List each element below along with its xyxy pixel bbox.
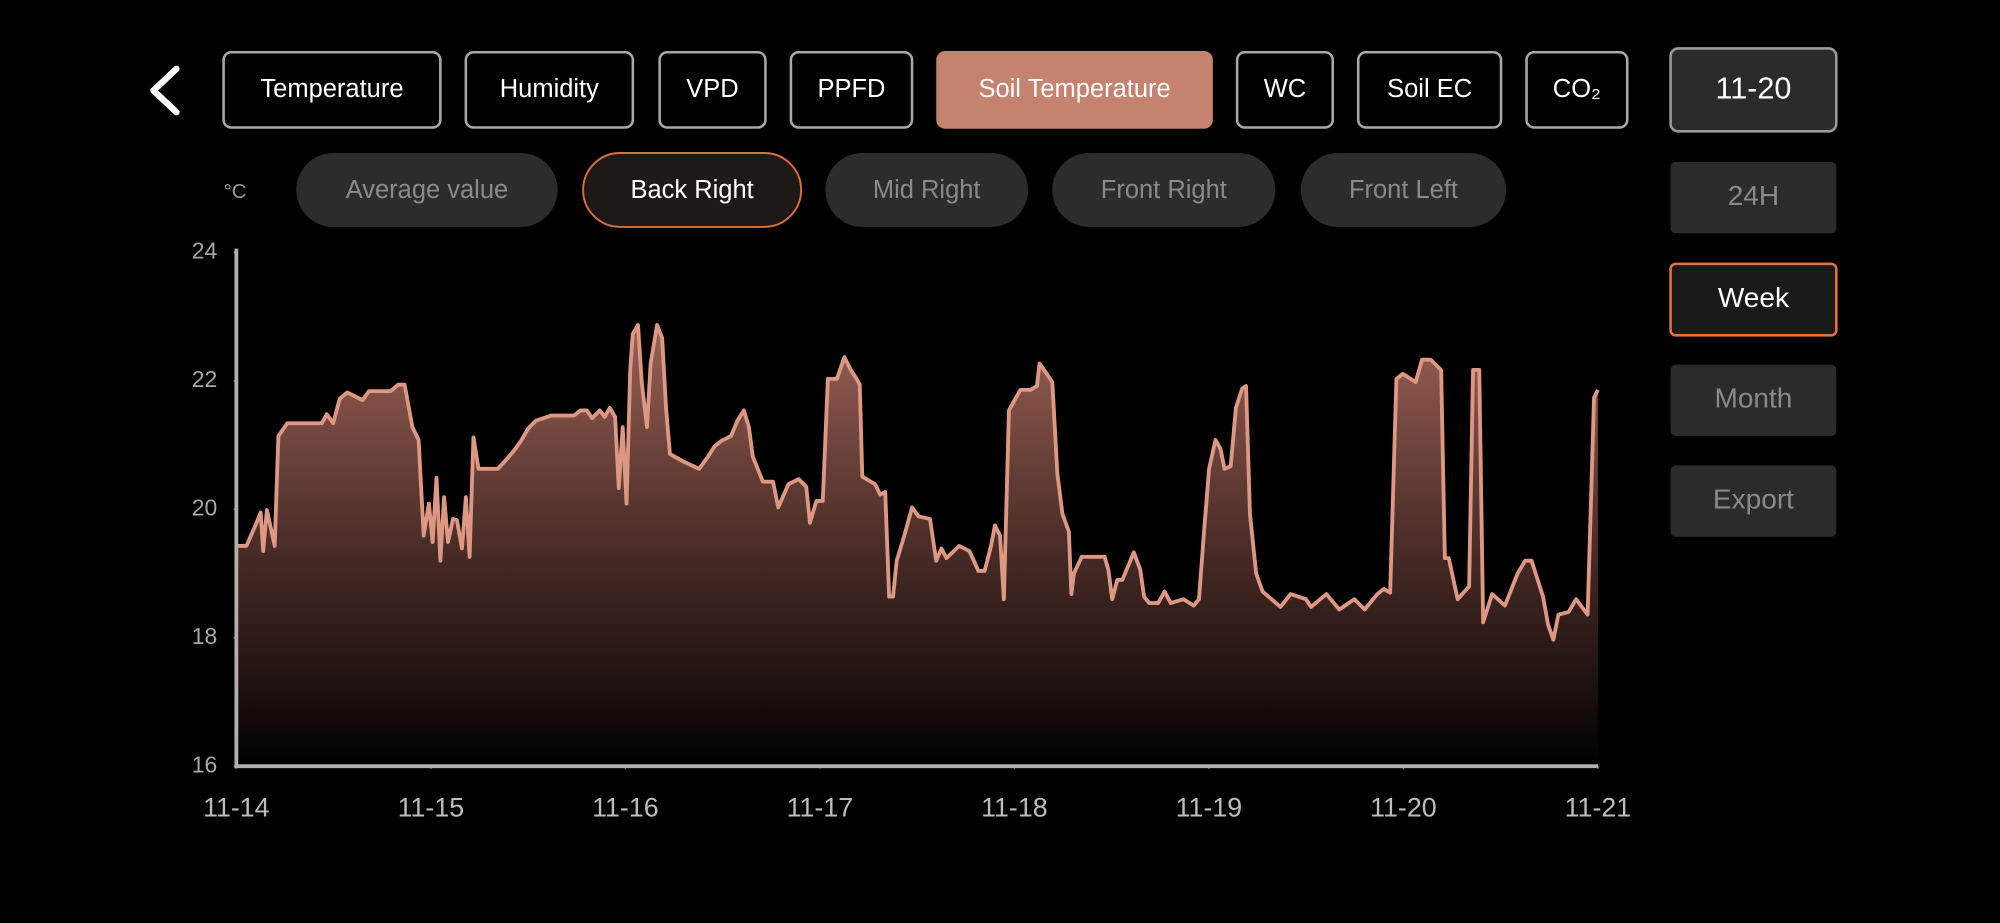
line	[236, 323, 1600, 642]
metric-tab-label: PPFD	[817, 75, 885, 103]
x-tick-label: 11-16	[592, 793, 658, 823]
sensor-tab-label: Mid Right	[873, 176, 981, 204]
metric-tab-label: VPD	[686, 75, 738, 103]
sensor-tab-label: Average value	[346, 176, 508, 204]
x-tick-label: 11-17	[787, 793, 853, 823]
range-button-label: 24H	[1728, 180, 1779, 211]
range-button-label: Week	[1718, 282, 1790, 313]
export-button[interactable]	[1670, 465, 1837, 537]
metric-tab-label: Temperature	[260, 75, 403, 103]
x-tick-label: 11-20	[1370, 793, 1436, 823]
sensor-tab[interactable]	[1300, 152, 1507, 227]
metric-tab-label: CO₂	[1553, 75, 1601, 103]
metric-tab[interactable]	[1235, 50, 1335, 129]
metric-tab[interactable]	[1525, 50, 1629, 129]
range-button[interactable]	[1670, 364, 1837, 437]
x-tick-label: 11-14	[203, 793, 270, 823]
range-button-label: Month	[1714, 383, 1792, 414]
y-tick-label: 20	[192, 494, 218, 520]
x-tick-label: 11-21	[1565, 793, 1631, 823]
sensor-tab[interactable]	[1052, 152, 1276, 227]
metric-tab-label: WC	[1264, 75, 1306, 103]
sensor-tab-label: Front Right	[1101, 176, 1227, 204]
metric-tab[interactable]	[936, 50, 1213, 129]
metric-tab[interactable]	[222, 50, 442, 129]
y-tick-label: 22	[192, 366, 218, 392]
metric-tab[interactable]	[1356, 50, 1503, 129]
sensor-tab[interactable]	[582, 152, 803, 228]
metric-tab[interactable]	[658, 50, 767, 129]
range-button[interactable]	[1670, 161, 1837, 234]
sensor-tab-label: Back Right	[631, 176, 754, 204]
unit-label: °C	[224, 181, 247, 203]
x-tick-label: 11-19	[1176, 793, 1242, 823]
y-tick-label: 24	[192, 237, 218, 263]
area-fill	[236, 324, 1598, 767]
sensor-tab[interactable]	[296, 152, 558, 227]
x-tick-label: 11-15	[398, 793, 464, 823]
sensor-tab-label: Front Left	[1349, 176, 1458, 204]
metric-tab[interactable]	[464, 50, 635, 129]
date-label: 11-20	[1715, 72, 1791, 106]
y-tick-label: 16	[192, 751, 218, 777]
metric-tab-label: Humidity	[500, 75, 599, 103]
back-button[interactable]	[150, 65, 180, 116]
y-tick-label: 18	[192, 623, 218, 649]
sensor-tab[interactable]	[825, 152, 1029, 227]
x-tick-label: 11-18	[981, 793, 1047, 823]
export-label: Export	[1713, 483, 1794, 514]
metric-tab[interactable]	[789, 50, 914, 129]
metric-tab-label: Soil EC	[1387, 75, 1472, 103]
date-button[interactable]	[1669, 47, 1838, 133]
range-button[interactable]	[1669, 262, 1838, 337]
metric-tab-label: Soil Temperature	[978, 75, 1170, 103]
